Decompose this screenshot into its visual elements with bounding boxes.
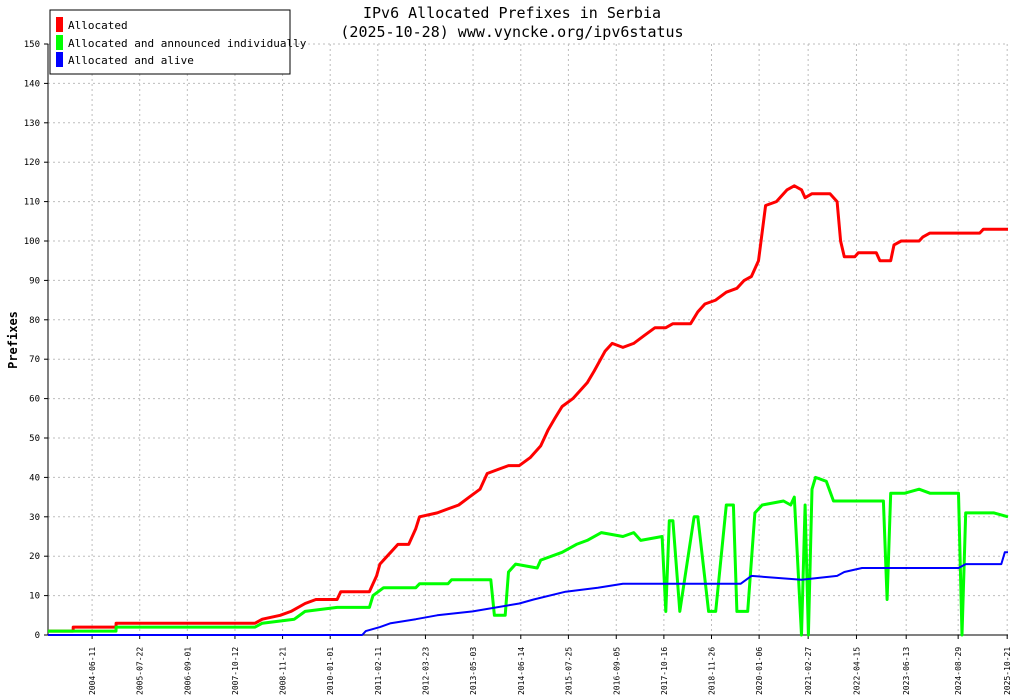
x-tick-label-17: 2023-06-13 — [902, 647, 911, 695]
legend-label-announced: Allocated and announced individually — [68, 37, 307, 50]
series-lines — [48, 184, 1009, 637]
x-tick-label-7: 2012-03-23 — [421, 647, 430, 695]
x-tick-label-16: 2022-04-15 — [852, 647, 861, 695]
x-tick-label-1: 2005-07-22 — [136, 647, 145, 695]
legend-swatch-allocated — [56, 17, 63, 32]
y-tick-label-0: 0 — [35, 631, 40, 641]
x-tick-label-5: 2010-01-01 — [326, 647, 335, 695]
y-tick-label-8: 80 — [29, 316, 40, 326]
x-tick-label-3: 2007-10-12 — [231, 647, 240, 695]
y-tick-label-11: 110 — [24, 198, 40, 208]
x-tick-label-14: 2020-01-06 — [755, 647, 764, 695]
x-tick-label-13: 2018-11-26 — [707, 647, 716, 695]
y-tick-label-1: 10 — [29, 592, 40, 602]
x-tick-label-9: 2014-06-14 — [517, 647, 526, 695]
y-tick-label-9: 90 — [29, 276, 40, 286]
y-tick-label-12: 120 — [24, 158, 40, 168]
y-tick-label-10: 100 — [24, 237, 40, 247]
x-tick-label-10: 2015-07-25 — [564, 647, 573, 695]
y-tick-label-6: 60 — [29, 395, 40, 405]
x-tick-label-6: 2011-02-11 — [374, 647, 383, 695]
y-axis-label: Prefixes — [6, 311, 20, 369]
x-tick-label-8: 2013-05-03 — [469, 647, 478, 695]
x-tick-label-11: 2016-09-05 — [612, 647, 621, 695]
x-tick-label-12: 2017-10-16 — [660, 647, 669, 695]
y-tick-label-14: 140 — [24, 79, 40, 89]
x-tick-label-2: 2006-09-01 — [183, 647, 192, 695]
x-tick-labels: 2004-06-11 2005-07-22 2006-09-01 2007-10-12… — [88, 647, 1012, 695]
legend-label-alive: Allocated and alive — [68, 54, 194, 67]
legend-swatch-alive — [56, 52, 63, 67]
legend-box — [49, 9, 291, 75]
series-line-allocated — [48, 184, 1008, 633]
x-tick-label-0: 2004-06-11 — [88, 647, 97, 695]
series-line-alive — [48, 551, 1008, 636]
series-line-announced — [48, 475, 1009, 637]
y-tick-label-4: 40 — [29, 473, 40, 483]
y-tick-labels: 0 10 20 30 40 50 60 70 80 90 100 110 120 130 140 150 — [24, 40, 40, 641]
chart-title: IPv6 Allocated Prefixes in Serbia — [363, 4, 661, 22]
legend: Allocated Allocated and announced indivi… — [49, 9, 307, 75]
y-tick-label-2: 20 — [29, 552, 40, 562]
legend-label-allocated: Allocated — [68, 19, 128, 32]
legend-swatch-announced — [56, 35, 63, 50]
x-tick-label-4: 2008-11-21 — [279, 647, 288, 695]
y-tick-label-15: 150 — [24, 40, 40, 50]
y-tick-label-13: 130 — [24, 119, 40, 129]
chart-subtitle: (2025-10-28) www.vyncke.org/ipv6status — [340, 23, 683, 41]
y-tick-label-5: 50 — [29, 434, 40, 444]
y-tick-label-7: 70 — [29, 355, 40, 365]
grid-lines — [48, 43, 1008, 635]
x-tick-label-19: 2025-10-21 — [1003, 647, 1012, 695]
y-tick-label-3: 30 — [29, 513, 40, 523]
x-tick-label-18: 2024-08-29 — [954, 647, 963, 695]
x-tick-label-15: 2021-02-27 — [804, 647, 813, 695]
